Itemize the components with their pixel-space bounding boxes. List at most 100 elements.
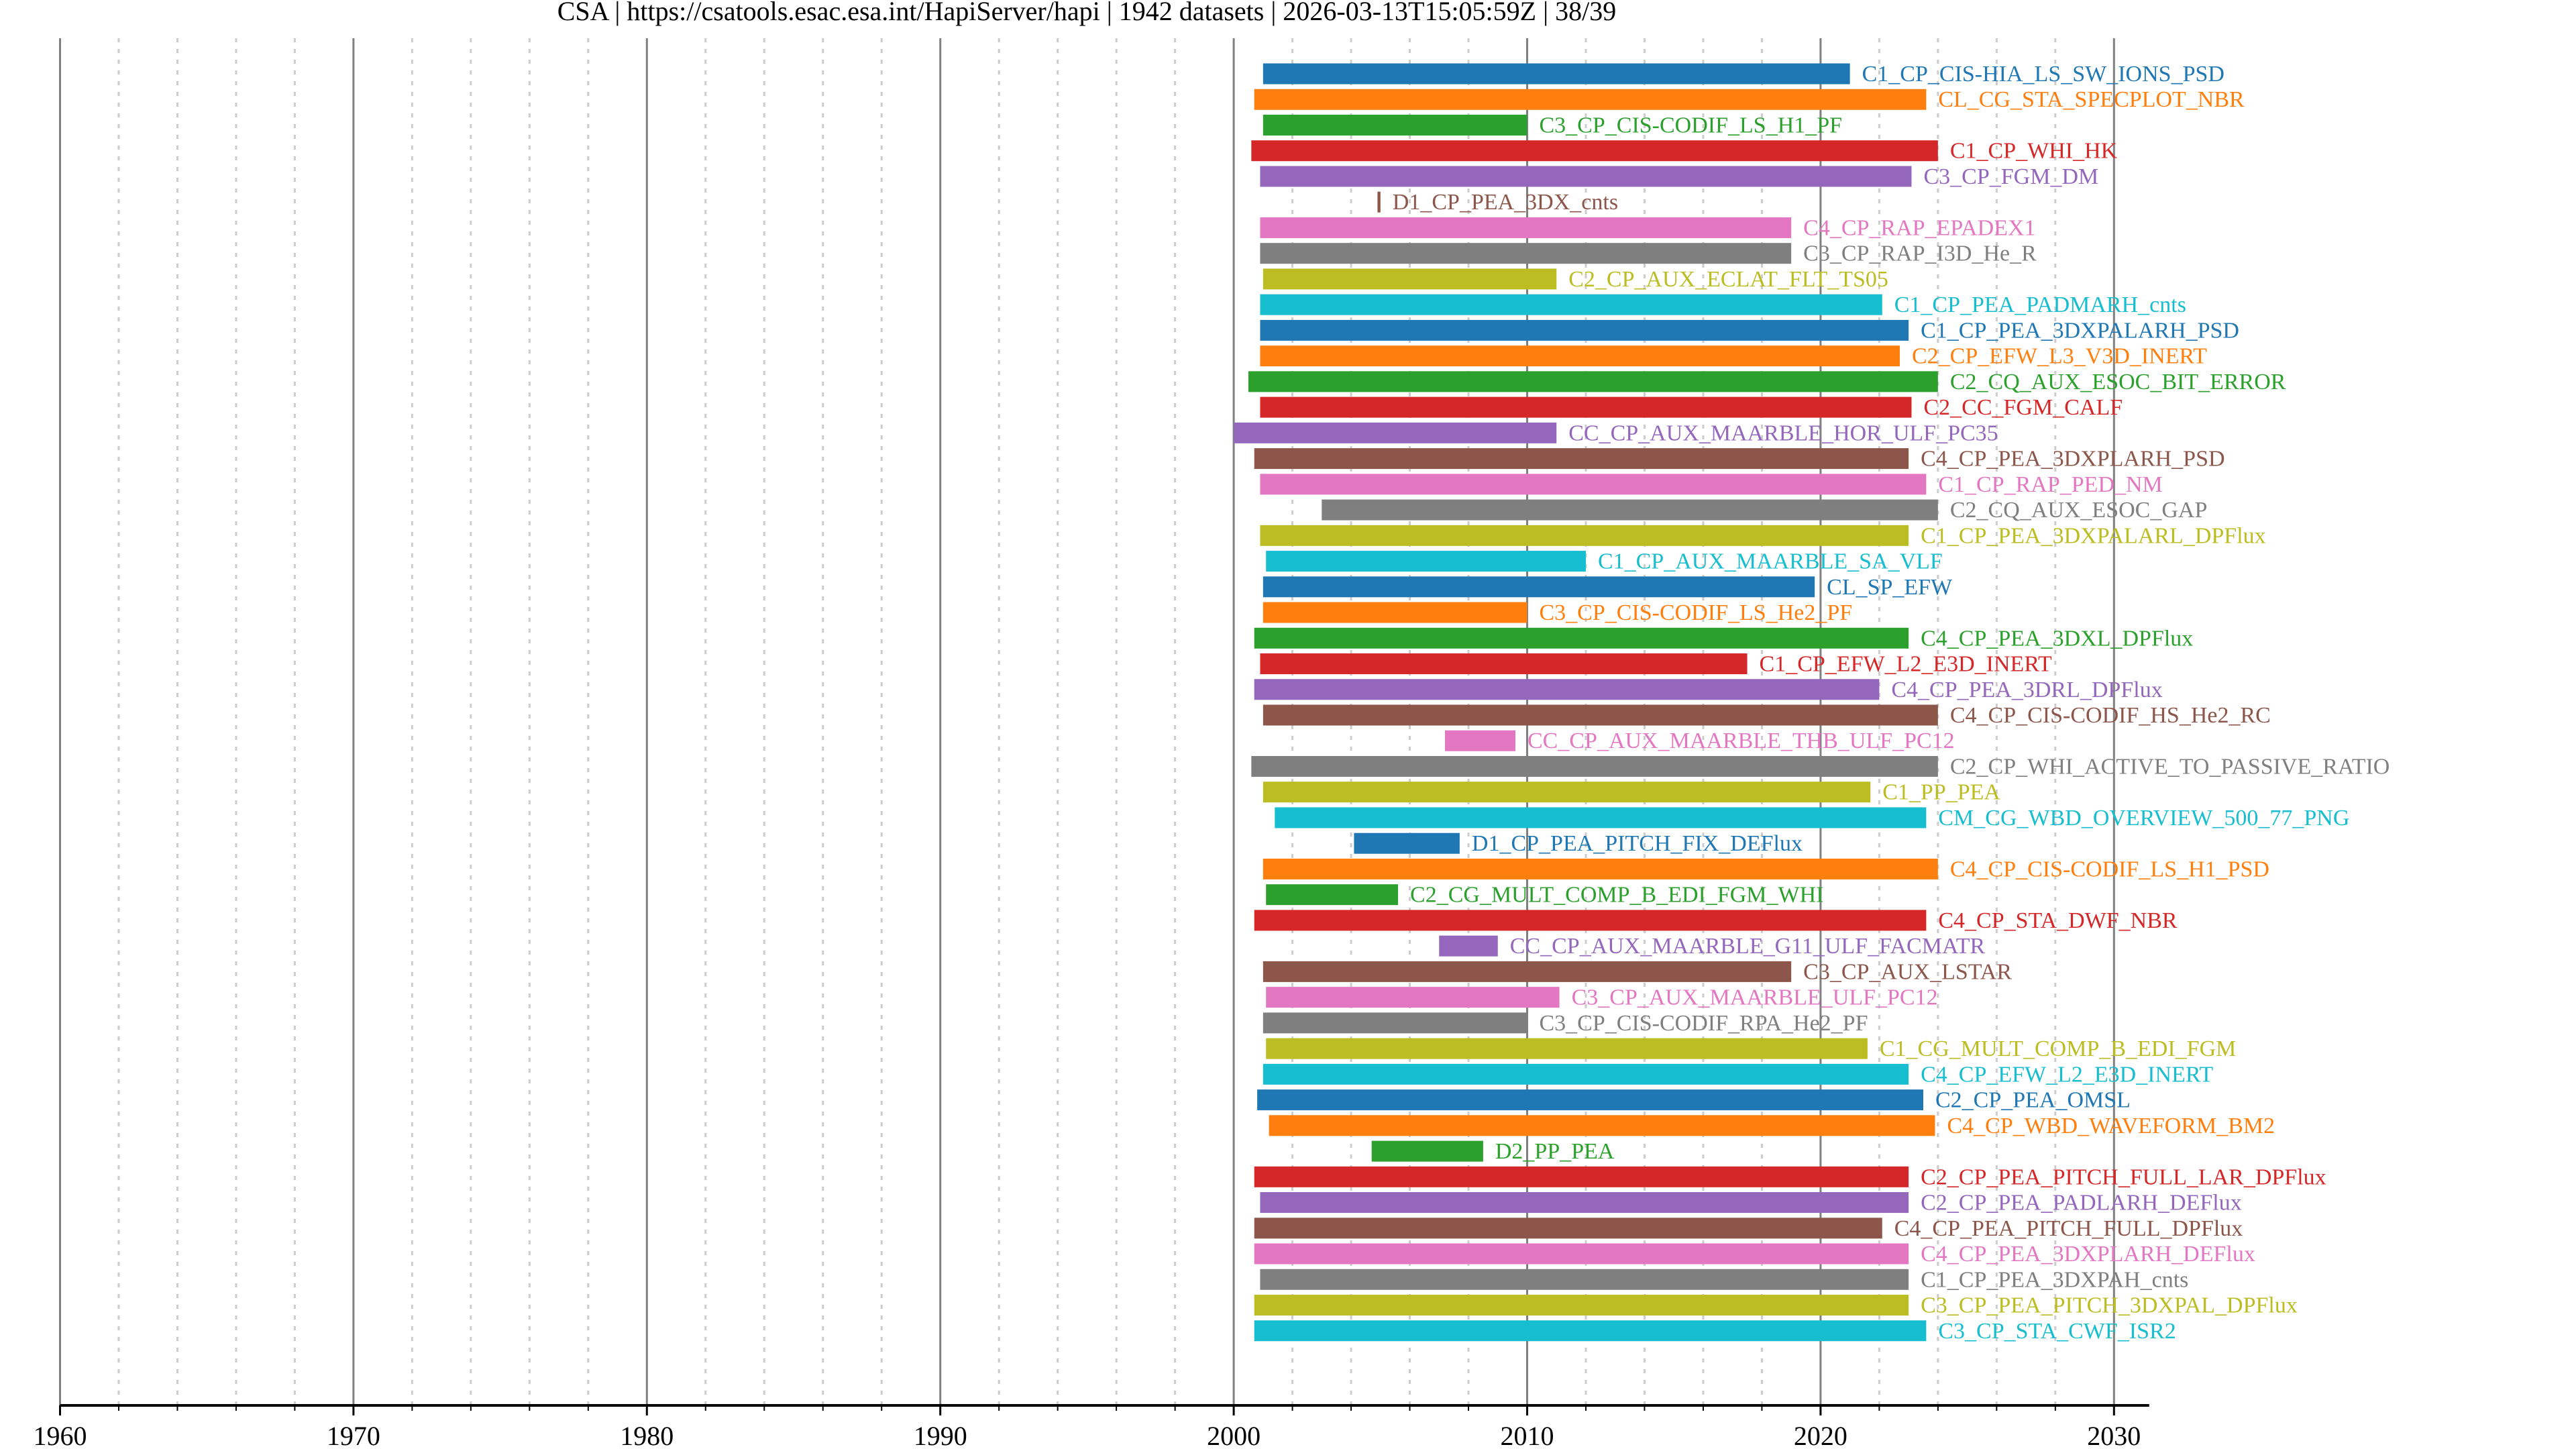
dataset-bar xyxy=(1275,807,1927,828)
dataset-bar xyxy=(1254,910,1927,931)
dataset-bar xyxy=(1257,1089,1923,1111)
dataset-bar xyxy=(1263,1063,1909,1085)
dataset-bar xyxy=(1266,884,1399,906)
dataset-bar xyxy=(1251,755,1938,777)
dataset-bar xyxy=(1254,1243,1909,1265)
dataset-label: C1_CP_PEA_3DXPALARH_PSD xyxy=(1921,318,2239,343)
dataset-bar xyxy=(1269,1115,1935,1136)
dataset-bar xyxy=(1439,935,1498,957)
dataset-bar xyxy=(1254,448,1909,470)
dataset-bar xyxy=(1254,627,1909,649)
dataset-label: C2_CP_WHI_ACTIVE_TO_PASSIVE_RATIO xyxy=(1950,754,2390,779)
dataset-label: C3_CP_CIS-CODIF_RPA_He2_PF xyxy=(1540,1011,1868,1036)
dataset-bar xyxy=(1354,833,1460,854)
dataset-label: C4_CP_PEA_3DXL_DPFlux xyxy=(1921,626,2193,651)
dataset-label: CC_CP_AUX_MAARBLE_G11_ULF_FACMATR xyxy=(1510,934,1986,959)
dataset-label: C4_CP_PEA_3DXPLARH_DEFlux xyxy=(1921,1242,2255,1267)
dataset-bar xyxy=(1445,730,1516,751)
dataset-bar xyxy=(1260,319,1909,341)
dataset-bar xyxy=(1254,1166,1909,1187)
dataset-label: C2_CG_MULT_COMP_B_EDI_FGM_WHI xyxy=(1410,883,1823,908)
dataset-label: C4_CP_WBD_WAVEFORM_BM2 xyxy=(1947,1114,2275,1138)
dataset-label: C1_CP_PEA_3DXPAH_cnts xyxy=(1921,1267,2188,1292)
dataset-label: C4_CP_PEA_3DXPLARH_PSD xyxy=(1921,447,2224,472)
x-tick-label: 1980 xyxy=(620,1421,674,1449)
dataset-bar xyxy=(1377,191,1381,213)
x-tick-label: 1960 xyxy=(34,1421,87,1449)
dataset-bar xyxy=(1263,63,1850,85)
dataset-bar xyxy=(1260,396,1912,418)
dataset-bar xyxy=(1263,961,1792,982)
dataset-bar xyxy=(1371,1140,1483,1162)
dataset-bar xyxy=(1248,371,1938,392)
x-tick-label: 2010 xyxy=(1501,1421,1554,1449)
dataset-label: C3_CP_CIS-CODIF_LS_He2_PF xyxy=(1540,600,1853,625)
dataset-bar xyxy=(1263,268,1557,290)
dataset-bar xyxy=(1260,166,1912,187)
x-tick-label: 2000 xyxy=(1207,1421,1260,1449)
dataset-label: C2_CP_PEA_PITCH_FULL_LAR_DPFlux xyxy=(1921,1165,2326,1189)
dataset-bar xyxy=(1251,140,1938,162)
dataset-bar xyxy=(1263,704,1938,726)
dataset-bar xyxy=(1260,294,1882,315)
dataset-bar xyxy=(1260,653,1748,675)
dataset-label: C4_CP_PEA_3DRL_DPFlux xyxy=(1891,678,2162,702)
dataset-bar xyxy=(1260,345,1900,367)
dataset-label: C1_CP_AUX_MAARBLE_SA_VLF xyxy=(1598,549,1943,574)
dataset-bar xyxy=(1234,422,1557,443)
dataset-label: C2_CP_PEA_OMSL xyxy=(1935,1088,2131,1113)
dataset-label: CL_SP_EFW xyxy=(1827,575,1953,600)
dataset-label: C3_CP_PEA_PITCH_3DXPAL_DPFlux xyxy=(1921,1293,2298,1318)
dataset-label: C4_CP_RAP_EPADEX1 xyxy=(1803,215,2035,240)
dataset-label: C1_CP_PEA_PADMARH_cnts xyxy=(1894,292,2186,317)
dataset-bar xyxy=(1254,1295,1909,1316)
x-tick-label: 2030 xyxy=(2087,1421,2141,1449)
dataset-bar xyxy=(1260,525,1909,546)
dataset-label: D1_CP_PEA_PITCH_FIX_DEFlux xyxy=(1472,831,1803,856)
dataset-bar xyxy=(1263,1012,1527,1034)
dataset-label: C3_CP_AUX_MAARBLE_ULF_PC12 xyxy=(1572,985,1938,1010)
dataset-bar xyxy=(1263,602,1527,623)
dataset-label: C3_CP_CIS-CODIF_LS_H1_PF xyxy=(1540,113,1843,138)
dataset-bar xyxy=(1254,1218,1882,1239)
dataset-bar xyxy=(1260,1269,1909,1290)
dataset-label: C1_CG_MULT_COMP_B_EDI_FGM xyxy=(1880,1036,2237,1061)
dataset-bar xyxy=(1266,987,1560,1008)
dataset-bar xyxy=(1266,1038,1868,1059)
dataset-label: C1_CP_RAP_PED_NM xyxy=(1938,472,2162,497)
dataset-bar xyxy=(1263,782,1871,803)
dataset-label: C4_CP_EFW_L2_E3D_INERT xyxy=(1921,1062,2213,1087)
dataset-label: C3_CP_FGM_DM xyxy=(1923,164,2098,189)
dataset-label: C2_CC_FGM_CALF xyxy=(1923,395,2123,420)
dataset-bar xyxy=(1254,1320,1927,1342)
dataset-label: C4_CP_STA_DWF_NBR xyxy=(1938,908,2178,933)
x-tick-label: 1970 xyxy=(327,1421,380,1449)
dataset-label: D2_PP_PEA xyxy=(1495,1139,1615,1164)
dataset-bar xyxy=(1260,243,1792,264)
x-tick-label: 1990 xyxy=(914,1421,967,1449)
dataset-label: C1_PP_PEA xyxy=(1882,780,2000,805)
x-tick-label: 2020 xyxy=(1794,1421,1847,1449)
dataset-bar xyxy=(1260,217,1792,238)
dataset-label: C2_CQ_AUX_ESOC_BIT_ERROR xyxy=(1950,370,2286,394)
dataset-bar xyxy=(1260,474,1927,495)
dataset-bar xyxy=(1263,114,1527,136)
dataset-label: C2_CP_PEA_PADLARH_DEFlux xyxy=(1921,1191,2242,1216)
dataset-label: C4_CP_CIS-CODIF_HS_He2_RC xyxy=(1950,703,2271,728)
chart-title: CSA | https://csatools.esac.esa.int/Hapi… xyxy=(557,0,1616,26)
dataset-bar xyxy=(1263,576,1815,598)
dataset-label: C2_CP_AUX_ECLAT_FLT_TS05 xyxy=(1568,267,1888,292)
dataset-label: C1_CP_WHI_HK xyxy=(1950,139,2118,164)
dataset-label: C4_CP_PEA_PITCH_FULL_DPFlux xyxy=(1894,1216,2243,1241)
dataset-label: C2_CQ_AUX_ESOC_GAP xyxy=(1950,498,2208,523)
dataset-label: CC_CP_AUX_MAARBLE_THB_ULF_PC12 xyxy=(1527,729,1955,753)
dataset-bar xyxy=(1266,551,1586,572)
dataset-label: C4_CP_CIS-CODIF_LS_H1_PSD xyxy=(1950,857,2269,881)
bars: C1_CP_CIS-HIA_LS_SW_IONS_PSDCL_CG_STA_SP… xyxy=(1234,62,2390,1344)
dataset-label: C1_CP_EFW_L2_E3D_INERT xyxy=(1760,652,2052,677)
dataset-label: D1_CP_PEA_3DX_cnts xyxy=(1393,190,1618,215)
dataset-label: CL_CG_STA_SPECPLOT_NBR xyxy=(1938,87,2245,112)
dataset-label: C3_CP_RAP_I3D_He_R xyxy=(1803,241,2037,266)
dataset-bar xyxy=(1322,499,1938,521)
